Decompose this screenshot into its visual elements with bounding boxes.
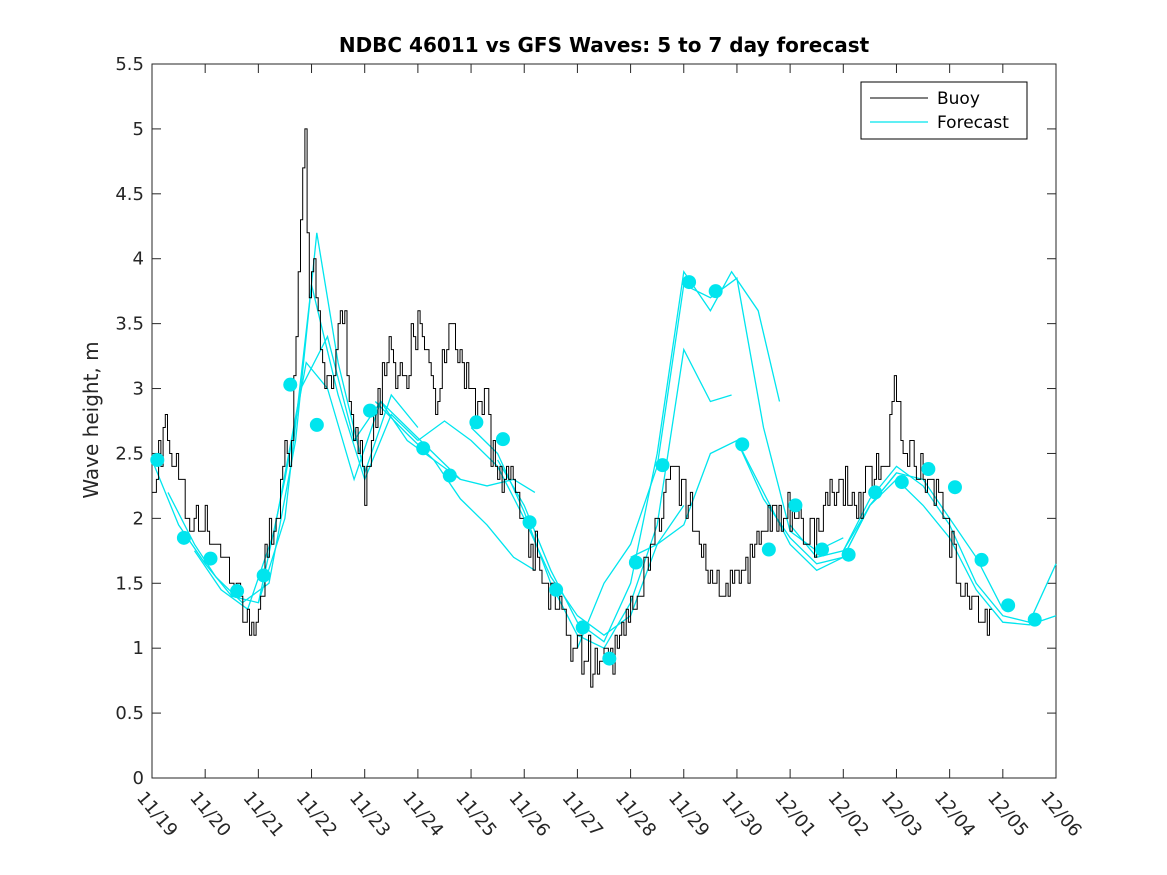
forecast-marker [495,432,510,447]
legend: Buoy Forecast [860,81,1028,140]
y-tick-label: 5.5 [115,54,144,75]
forecast-marker [469,415,484,430]
forecast-marker [947,480,962,495]
y-tick-label: 5 [133,119,144,140]
forecast-line [374,401,536,571]
y-tick-label: 4 [133,249,144,270]
forecast-marker [150,452,165,467]
forecast-marker [841,547,856,562]
legend-forecast-label: Forecast [937,113,1009,133]
forecast-marker [1001,598,1016,613]
y-tick-label: 2 [133,508,144,529]
y-tick-label: 3 [133,379,144,400]
y-tick-label: 1 [133,638,144,659]
y-tick-label: 2.5 [115,443,144,464]
forecast-marker [655,458,670,473]
y-tick-label: 0.5 [115,703,144,724]
forecast-marker [575,620,590,635]
y-tick-label: 1.5 [115,573,144,594]
forecast-marker [442,468,457,483]
forecast-marker [974,552,989,567]
forecast-line [789,465,1057,623]
forecast-line [167,232,419,604]
axes-box [151,63,1057,779]
forecast-marker [788,498,803,513]
forecast-marker [309,417,324,432]
forecast-marker [894,475,909,490]
forecast-marker [1027,612,1042,627]
forecast-marker [176,530,191,545]
forecast-marker [602,651,617,666]
forecast-marker [256,568,271,583]
forecast-marker [708,284,723,299]
forecast-marker [735,437,750,452]
forecast-marker [549,582,564,597]
forecast-marker [522,515,537,530]
forecast-marker [230,584,245,599]
forecast-marker [283,377,298,392]
forecast-marker [628,555,643,570]
forecast-marker [868,485,883,500]
forecast-line [576,277,844,649]
legend-buoy-label: Buoy [937,89,980,109]
y-tick-label: 3.5 [115,314,144,335]
forecast-marker [363,403,378,418]
forecast-marker [416,441,431,456]
forecast-marker [203,551,218,566]
forecast-marker [815,542,830,557]
forecast-marker [761,542,776,557]
buoy-line [152,128,992,688]
forecast-line [193,334,461,611]
chart-title: NDBC 46011 vs GFS Waves: 5 to 7 day fore… [339,33,870,57]
y-tick-label: 4.5 [115,184,144,205]
forecast-line [417,420,685,637]
forecast-marker [682,275,697,290]
forecast-marker [921,462,936,477]
legend-box [860,81,1028,140]
y-axis-label: Wave height, m [79,341,103,498]
y-tick-label: 0 [133,768,144,789]
forecast-line [151,284,419,604]
